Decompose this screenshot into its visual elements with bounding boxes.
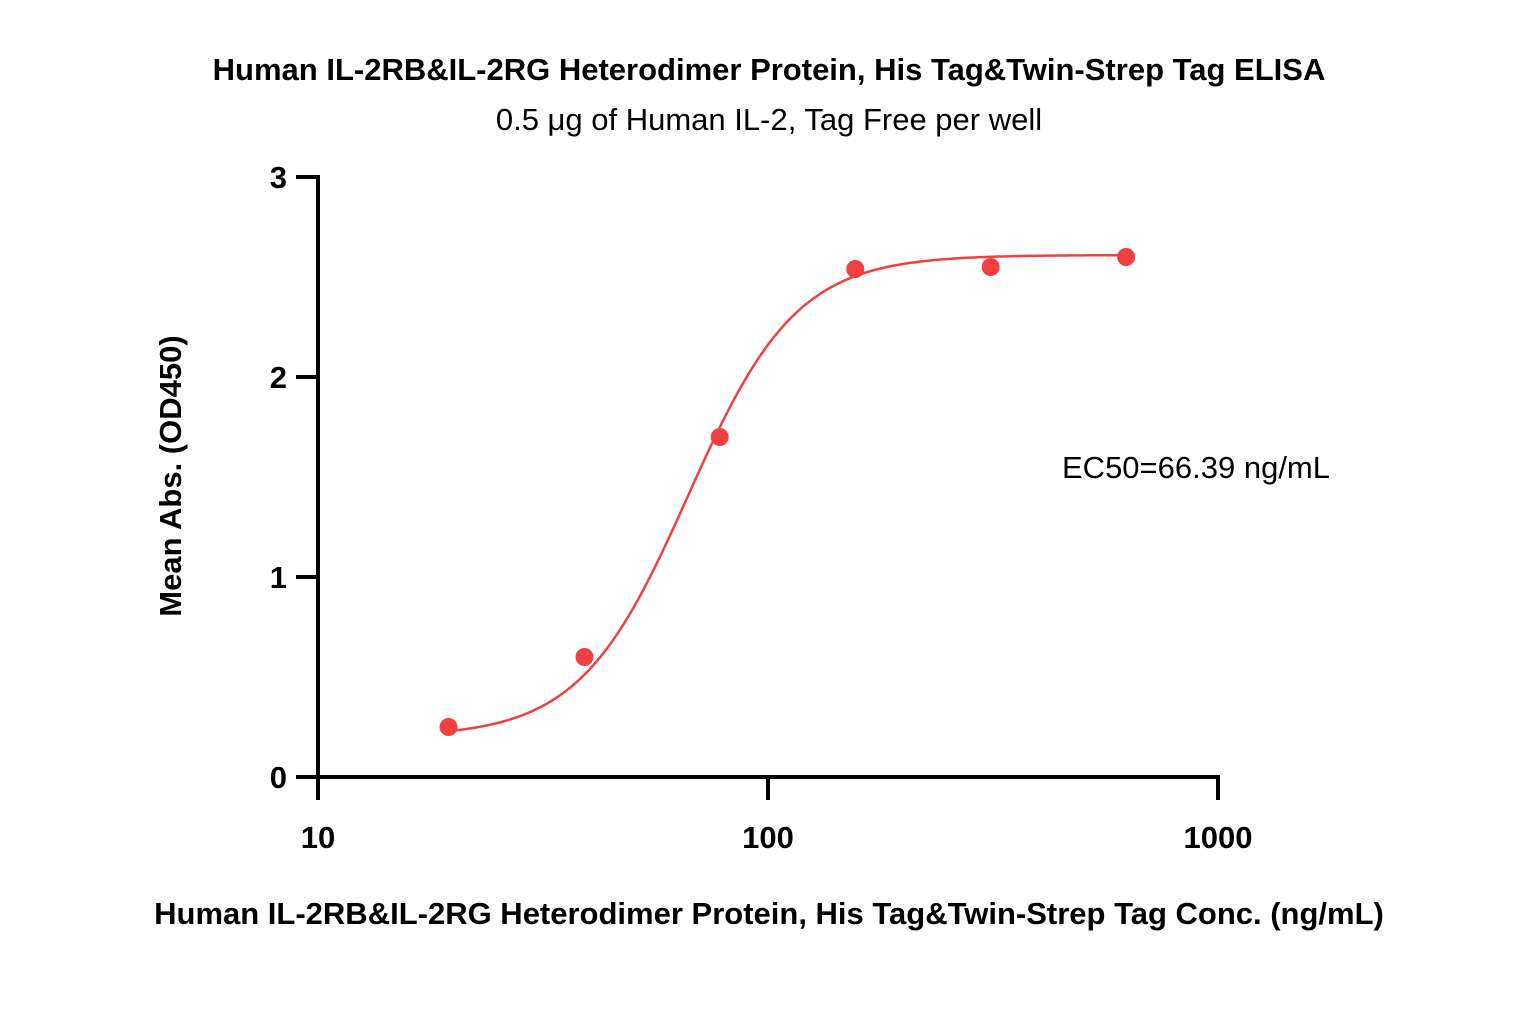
y-tick-label: 2 [270, 360, 287, 395]
x-axis-label: Human IL-2RB&IL-2RG Heterodimer Protein,… [154, 896, 1384, 931]
x-tick-label: 10 [301, 820, 335, 855]
y-tick-label: 3 [270, 160, 287, 195]
data-point [1117, 248, 1136, 266]
plot-area [439, 248, 1136, 736]
ec50-annotation: EC50=66.39 ng/mL [1062, 450, 1330, 485]
x-tick-label: 100 [742, 820, 794, 855]
chart-title: Human IL-2RB&IL-2RG Heterodimer Protein,… [213, 52, 1326, 87]
data-points [439, 248, 1136, 736]
data-point [710, 428, 729, 446]
chart-subtitle: 0.5 μg of Human IL-2, Tag Free per well [496, 102, 1042, 137]
x-tick-label: 1000 [1184, 820, 1253, 855]
data-point [439, 718, 458, 736]
y-tick-label: 0 [270, 760, 287, 795]
y-axis-label: Mean Abs. (OD450) [153, 335, 188, 616]
data-point [981, 258, 1000, 276]
y-tick-label: 1 [270, 560, 287, 595]
y-axis-ticks: 0 1 2 3 [270, 160, 318, 795]
x-axis-ticks: 10 100 1000 [301, 777, 1253, 855]
data-point [575, 648, 594, 666]
fit-curve [448, 253, 1127, 733]
data-point [846, 260, 865, 278]
